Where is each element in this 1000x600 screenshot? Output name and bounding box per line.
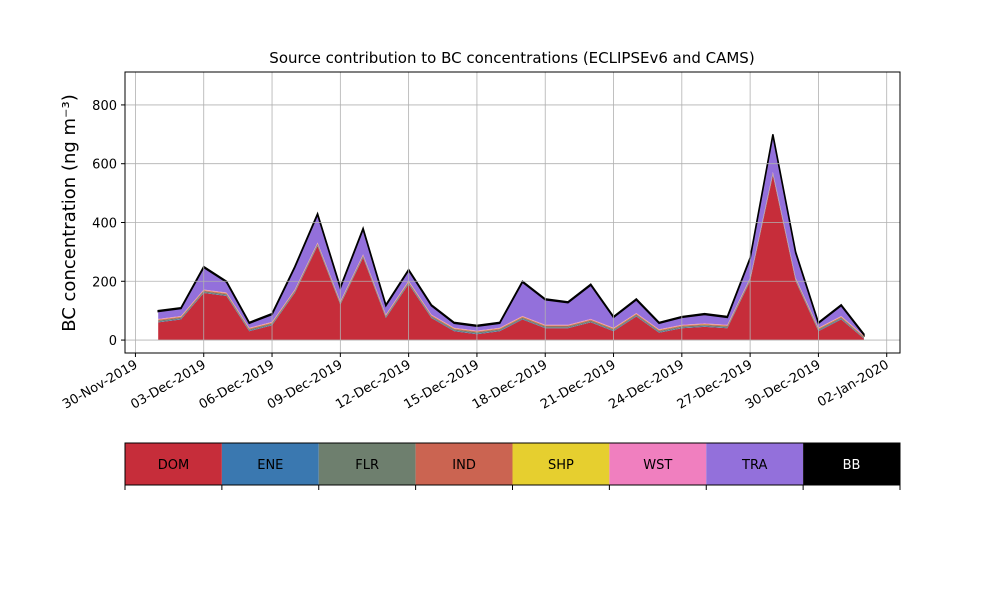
legend-label: WST bbox=[643, 458, 672, 473]
legend-swatch bbox=[125, 443, 222, 485]
legend-label: TRA bbox=[741, 458, 767, 473]
legend-swatch bbox=[318, 443, 416, 485]
legend-label: BB bbox=[843, 458, 861, 473]
legend-swatch bbox=[512, 443, 610, 485]
x-tick-label: 18-Dec-2019 bbox=[470, 357, 550, 412]
area bbox=[158, 135, 864, 336]
y-tick-label: 600 bbox=[92, 158, 117, 173]
y-tick-label: 0 bbox=[109, 334, 117, 349]
x-tick-label: 12-Dec-2019 bbox=[333, 357, 413, 412]
x-tick-label: 30-Dec-2019 bbox=[743, 357, 823, 412]
legend-swatch bbox=[803, 443, 900, 485]
legend-frame bbox=[124, 442, 901, 486]
legend-swatch bbox=[706, 443, 804, 485]
x-tick-label: 03-Dec-2019 bbox=[128, 357, 208, 412]
x-tick-label: 24-Dec-2019 bbox=[606, 357, 686, 412]
x-tick-label: 06-Dec-2019 bbox=[197, 357, 277, 412]
chart-title: Source contribution to BC concentrations… bbox=[269, 49, 754, 67]
legend-swatch bbox=[415, 443, 513, 485]
x-tick-label: 09-Dec-2019 bbox=[265, 357, 345, 412]
y-tick-label: 800 bbox=[92, 99, 117, 114]
legend-label: IND bbox=[452, 458, 476, 473]
legend-swatch bbox=[609, 443, 707, 485]
legend-label: FLR bbox=[355, 458, 379, 473]
x-tick-label: 30-Nov-2019 bbox=[60, 357, 140, 412]
area bbox=[158, 175, 864, 341]
x-tick-label: 02-Jan-2020 bbox=[815, 357, 892, 410]
y-tick-label: 400 bbox=[92, 216, 117, 231]
y-axis-label: BC concentration (ng m⁻³) bbox=[59, 94, 80, 332]
y-tick-label: 200 bbox=[92, 275, 117, 290]
legend-label: DOM bbox=[158, 458, 189, 473]
legend-swatch bbox=[221, 443, 319, 485]
legend-label: ENE bbox=[257, 458, 283, 473]
legend-label: SHP bbox=[548, 458, 574, 473]
x-tick-label: 27-Dec-2019 bbox=[675, 357, 755, 412]
x-tick-label: 15-Dec-2019 bbox=[402, 357, 482, 412]
plot-frame bbox=[124, 71, 901, 354]
x-tick-label: 21-Dec-2019 bbox=[538, 357, 618, 412]
